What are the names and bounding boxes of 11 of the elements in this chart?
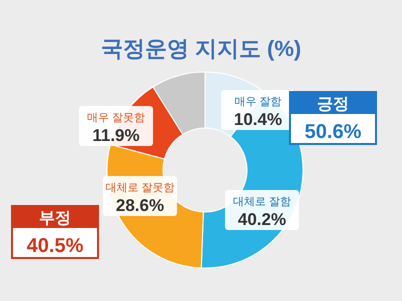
- data-label: 10.4%: [234, 110, 282, 129]
- slice-label: 대체로 잘못함: [105, 182, 175, 194]
- annotation: 부정 40.5%: [11, 205, 99, 259]
- slice-label: 매우 잘함: [234, 96, 282, 108]
- chart-title: 국정운영 지지도 (%): [100, 36, 302, 61]
- slice-label: 대체로 잘함: [232, 196, 292, 208]
- data-label: 28.6%: [116, 196, 164, 215]
- annotation: 긍정 50.6%: [289, 91, 377, 145]
- data-label: 40.2%: [238, 210, 286, 229]
- slice-label: 매우 잘못함: [86, 112, 146, 124]
- data-label: 11.9%: [92, 126, 140, 145]
